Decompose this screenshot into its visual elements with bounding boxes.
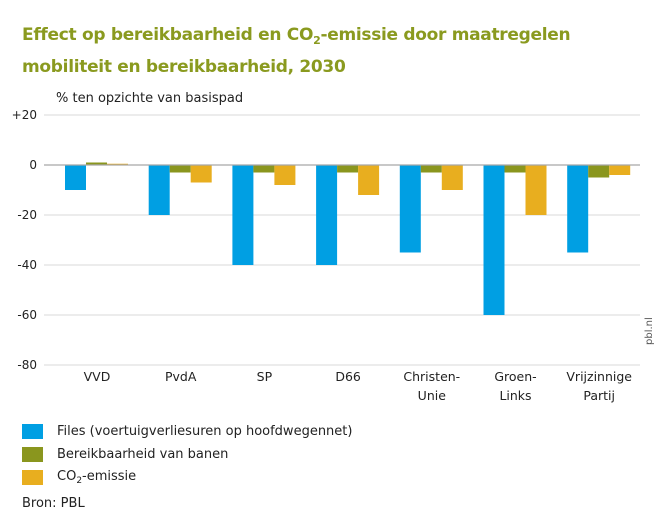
x-category-label: Groen- <box>494 369 536 384</box>
bar-files <box>65 165 86 190</box>
bar-co2 <box>441 165 463 190</box>
bar-files <box>232 165 254 265</box>
title-text-continued: -emissie door maatregelen mobiliteit en … <box>22 25 571 77</box>
bar-files <box>148 165 170 215</box>
bar-bereikbaarheid <box>588 165 610 178</box>
bar-co2 <box>274 165 296 185</box>
y-tick-label: -60 <box>17 308 37 322</box>
bar-bereikbaarheid <box>420 165 442 173</box>
legend-item-co2: CO2-emissie <box>22 466 352 489</box>
legend-label-files: Files (voertuigverliesuren op hoofdwegen… <box>57 424 353 439</box>
y-tick-labels: +20 0 -20 -40 -60 -80 <box>12 108 37 372</box>
legend-swatch-bereikbaarheid <box>22 447 43 462</box>
bar-bereikbaarheid <box>86 162 107 165</box>
legend: Files (voertuigverliesuren op hoofdwegen… <box>22 420 352 489</box>
x-category-label: Vrijzinnige <box>566 369 632 384</box>
x-category-label: VVD <box>84 369 111 384</box>
bar-files <box>316 165 338 265</box>
legend-swatch-co2 <box>22 470 43 485</box>
y-tick-label: -80 <box>17 358 37 372</box>
bar-co2 <box>358 165 380 195</box>
bar-bereikbaarheid <box>253 165 275 173</box>
x-category-labels: VVD PvdA SP D66 Christen- Unie Groen- Links Vrij… <box>84 369 633 403</box>
x-category-label: D66 <box>335 369 361 384</box>
x-category-label: PvdA <box>165 369 197 384</box>
y-tick-label: -40 <box>17 258 37 272</box>
bar-files <box>567 165 589 253</box>
y-tick-label: +20 <box>12 108 37 122</box>
legend-item-bereikbaarheid: Bereikbaarheid van banen <box>22 443 352 466</box>
legend-item-files: Files (voertuigverliesuren op hoofdwegen… <box>22 420 352 443</box>
legend-label-co2: CO2-emissie <box>57 469 137 486</box>
legend-swatch-files <box>22 424 43 439</box>
x-category-label: Unie <box>418 388 447 403</box>
y-tick-label: -20 <box>17 208 37 222</box>
x-category-label: SP <box>257 369 273 384</box>
gridlines <box>44 114 640 366</box>
bar-bereikbaarheid <box>504 165 526 173</box>
bar-co2 <box>525 165 547 215</box>
bars <box>65 162 631 315</box>
bar-files <box>399 165 421 253</box>
legend-label-bereikbaarheid: Bereikbaarheid van banen <box>57 447 229 462</box>
y-axis-label: % ten opzichte van basispad <box>56 91 244 106</box>
bar-files <box>483 165 505 315</box>
source-note: Bron: PBL <box>22 496 85 511</box>
bar-bereikbaarheid <box>337 165 359 173</box>
title-text: Effect op bereikbaarheid en CO <box>22 25 314 45</box>
bar-co2 <box>190 165 212 183</box>
bar-co2 <box>107 163 128 165</box>
watermark: pbl.nl <box>644 317 655 345</box>
chart-title: Effect op bereikbaarheid en CO2-emissie … <box>22 22 652 80</box>
y-tick-label: 0 <box>29 158 37 172</box>
x-category-label: Christen- <box>403 369 460 384</box>
title-subscript: 2 <box>313 34 321 47</box>
x-category-label: Partij <box>583 388 615 403</box>
bar-bereikbaarheid <box>169 165 191 173</box>
bar-co2 <box>609 165 631 175</box>
x-category-label: Links <box>499 388 531 403</box>
